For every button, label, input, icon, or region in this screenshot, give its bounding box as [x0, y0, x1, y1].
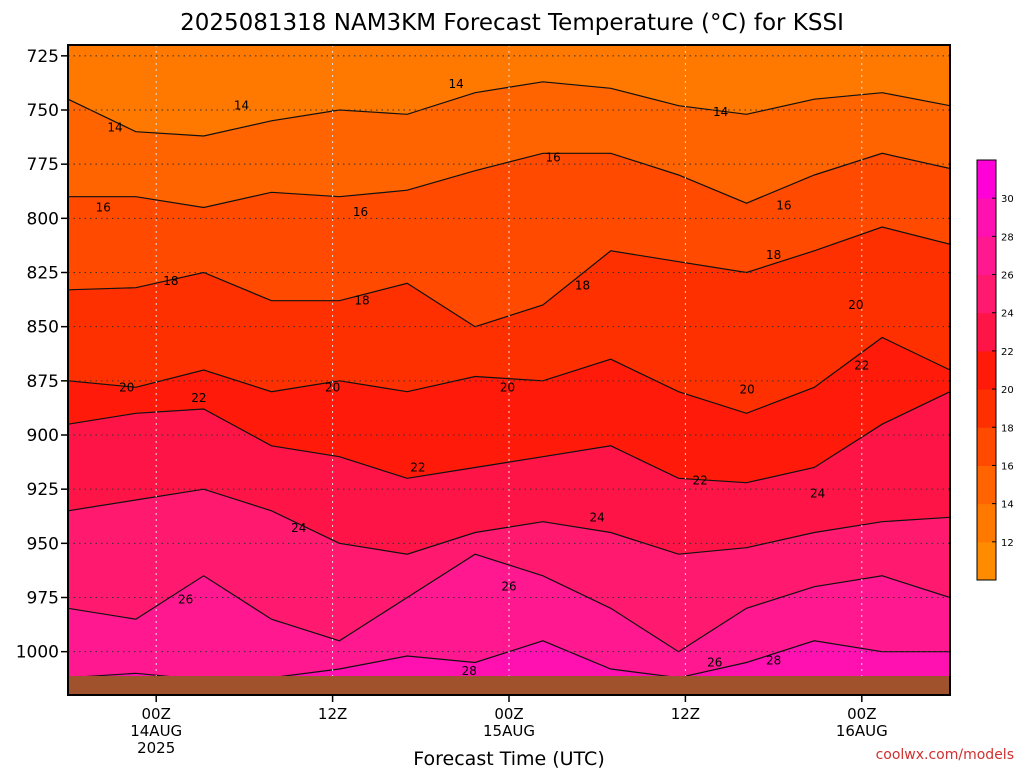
contour-label: 22 — [191, 391, 206, 405]
colorbar-label: 16 — [1001, 461, 1014, 472]
x-tick-label: 2025 — [137, 739, 175, 757]
y-tick-label: 825 — [27, 264, 59, 284]
y-tick-label: 900 — [27, 426, 59, 446]
colorbar-label: 26 — [1001, 271, 1014, 282]
contour-label: 28 — [766, 653, 781, 667]
contour-label: 24 — [810, 487, 825, 501]
x-tick-label: 00Z — [494, 705, 523, 723]
band-26 — [68, 554, 950, 695]
colorbar-swatch — [977, 236, 996, 276]
colorbar-label: 24 — [1001, 309, 1014, 320]
colorbar-swatch — [977, 541, 996, 581]
contour-24 — [68, 488, 950, 555]
contour-label: 14 — [107, 120, 122, 134]
y-tick-label: 850 — [27, 318, 59, 338]
colorbar-label: 14 — [1001, 500, 1014, 511]
contour-label: 22 — [692, 474, 707, 488]
y-tick-label: 950 — [27, 534, 59, 554]
contour-label: 24 — [590, 510, 605, 524]
x-tick-label: 00Z — [847, 705, 876, 723]
contour-label: 14 — [448, 77, 463, 91]
contour-label: 14 — [234, 99, 249, 113]
chart-title: 2025081318 NAM3KM Forecast Temperature (… — [180, 10, 844, 36]
contour-label: 18 — [766, 248, 781, 262]
colorbar-frame — [976, 159, 997, 581]
contour-label: 22 — [854, 359, 869, 373]
x-tick-label: 12Z — [671, 705, 700, 723]
contour-26 — [68, 553, 950, 653]
contour-label: 24 — [291, 521, 306, 535]
contour-label: 26 — [501, 580, 516, 594]
contour-label: 18 — [163, 274, 178, 288]
plot-area: 14 14 14 14 16 16 16 16 18 18 18 18 20 20 20 20 20 22 22 22… — [68, 45, 950, 695]
credit-text: coolwx.com/models — [876, 747, 1014, 763]
y-axis: 725 750 775 800 825 850 875 900 925 950 975 1000 — [16, 47, 68, 663]
colorbar: 12 14 16 18 20 22 24 26 28 30 — [976, 159, 1014, 581]
contour-labels: 14 14 14 14 16 16 16 16 18 18 18 18 20 20 20 20 20 22 22 22… — [96, 77, 870, 678]
contour-label: 16 — [545, 151, 560, 165]
colorbar-label: 20 — [1001, 385, 1014, 396]
colorbar-label: 22 — [1001, 347, 1014, 358]
contour-label: 22 — [410, 461, 425, 475]
x-tick-label: 00Z — [142, 705, 171, 723]
colorbar-label: 18 — [1001, 423, 1014, 434]
y-tick-label: 725 — [27, 47, 59, 67]
contour-label: 20 — [848, 298, 863, 312]
colorbar-swatch — [977, 465, 996, 505]
x-tick-label: 15AUG — [483, 722, 535, 740]
y-tick-label: 875 — [27, 372, 59, 392]
y-tick-label: 775 — [27, 155, 59, 175]
colorbar-label: 12 — [1001, 538, 1014, 549]
contour-label: 16 — [776, 198, 791, 212]
x-tick-label: 16AUG — [836, 722, 888, 740]
contour-label: 26 — [178, 593, 193, 607]
contour-label: 18 — [354, 294, 369, 308]
y-tick-label: 1000 — [16, 643, 59, 663]
contour-20 — [68, 336, 950, 414]
contour-16 — [68, 152, 950, 209]
contour-22 — [68, 391, 950, 484]
y-tick-label: 925 — [27, 480, 59, 500]
colorbar-swatch — [977, 427, 996, 466]
contour-label: 20 — [119, 380, 134, 394]
colorbar-swatch — [977, 503, 996, 543]
contour-label: 18 — [575, 279, 590, 293]
x-tick-label: 14AUG — [130, 722, 182, 740]
contour-label: 20 — [500, 380, 515, 394]
terrain-bar — [68, 676, 950, 695]
colorbar-swatch — [977, 198, 996, 237]
y-tick-label: 800 — [27, 209, 59, 229]
colorbar-swatch — [977, 312, 996, 352]
contour-label: 16 — [96, 201, 111, 215]
contour-label: 20 — [325, 380, 340, 394]
contour-label: 16 — [353, 205, 368, 219]
contour-label: 26 — [707, 656, 722, 670]
y-tick-label: 750 — [27, 101, 59, 121]
x-tick-label: 12Z — [318, 705, 347, 723]
colorbar-swatch — [977, 350, 996, 390]
colorbar-swatch — [977, 160, 996, 199]
colorbar-swatch — [977, 389, 996, 428]
x-axis-label: Forecast Time (UTC) — [413, 748, 604, 768]
colorbar-label: 30 — [1001, 194, 1014, 205]
contour-label: 20 — [739, 383, 754, 397]
colorbar-swatch — [977, 274, 996, 314]
contour-label: 14 — [713, 105, 728, 119]
contour-label: 28 — [462, 664, 477, 678]
grid-lines — [68, 45, 950, 695]
colorbar-label: 28 — [1001, 232, 1014, 243]
y-tick-label: 975 — [27, 589, 59, 609]
